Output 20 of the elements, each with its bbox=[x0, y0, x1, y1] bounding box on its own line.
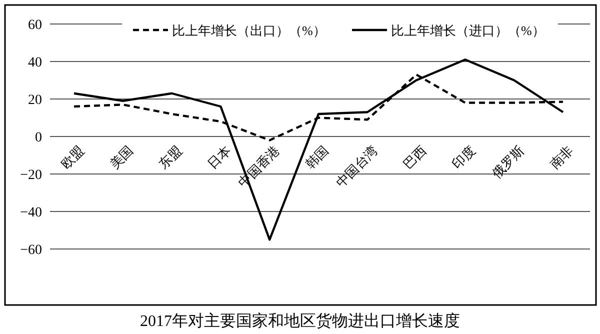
x-tick-label: 韩国 bbox=[302, 142, 332, 172]
y-tick-label: 40 bbox=[28, 56, 42, 70]
x-tick-label: 美国 bbox=[106, 142, 136, 172]
y-tick-label: 0 bbox=[35, 130, 42, 146]
y-tick-label: 60 bbox=[28, 18, 42, 33]
x-tick-label: 俄罗斯 bbox=[488, 142, 528, 181]
legend-label: 比上年增长（进口）（%） bbox=[391, 23, 545, 38]
text: 2017年对主要国家和地区货物进出口增长速度 bbox=[140, 312, 460, 330]
legend-label: 比上年增长（出口）（%） bbox=[172, 23, 326, 38]
y-tick-label: 20 bbox=[28, 93, 42, 108]
x-tick-label: 日本 bbox=[204, 142, 234, 172]
x-tick-label: 欧盟 bbox=[58, 142, 87, 172]
y-tick-label: −60 bbox=[20, 243, 42, 258]
y-tick-label: −40 bbox=[20, 206, 42, 220]
x-tick-label: 南非 bbox=[546, 142, 576, 172]
x-tick-label: 东盟 bbox=[156, 142, 185, 172]
x-tick-label: 巴西 bbox=[400, 142, 430, 172]
x-tick-label: 中国台湾 bbox=[332, 142, 380, 190]
y-tick-label: −20 bbox=[20, 168, 42, 183]
x-tick-label: 印度 bbox=[449, 142, 478, 172]
